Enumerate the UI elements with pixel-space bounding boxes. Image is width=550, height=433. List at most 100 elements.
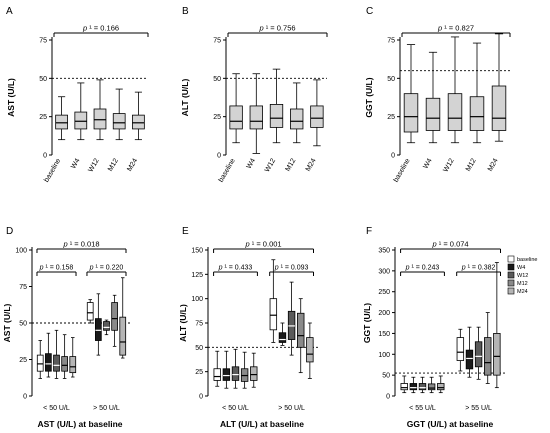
y-tick-label: 50 xyxy=(382,373,390,380)
box-w4-box xyxy=(278,332,287,343)
x-tick-label: W12 xyxy=(442,157,455,173)
x-tick-label: baseline xyxy=(393,157,412,183)
y-tick-label: 0 xyxy=(23,394,27,401)
box-m24-box xyxy=(437,383,445,391)
group-pvalue-bracket-label: p ¹ = 0.220 xyxy=(89,265,124,272)
box-m24-box xyxy=(119,316,127,356)
box-m24-box xyxy=(493,333,501,376)
box-m12-box xyxy=(112,113,126,130)
y-tick-label: 25 xyxy=(19,357,27,364)
y-tick-label: 0 xyxy=(391,153,395,160)
group-pvalue-bracket-label: p ¹ = 0.093 xyxy=(274,265,309,272)
box-m12-box xyxy=(427,383,436,391)
x-tick-label: W12 xyxy=(264,157,277,173)
box-w4-box xyxy=(95,318,102,341)
box-m24-box xyxy=(310,105,324,128)
box-w12-box xyxy=(53,354,60,372)
y-tick-label: 50 xyxy=(39,76,47,83)
box-baseline-box xyxy=(36,354,44,372)
box-baseline-box xyxy=(400,383,408,391)
box-m24-box xyxy=(306,337,314,363)
y-tick-label: 0 xyxy=(217,153,221,160)
box-baseline-box xyxy=(213,368,221,381)
legend-swatch xyxy=(507,271,515,279)
box-w12-box xyxy=(103,321,110,331)
pvalue-bracket-label: p ¹ = 0.827 xyxy=(437,24,474,33)
legend-label: M24 xyxy=(517,289,528,295)
y-tick-label: 25 xyxy=(39,114,47,121)
x-group-label: < 55 U/L xyxy=(409,405,436,412)
box-m12-box xyxy=(61,356,68,372)
box-baseline-box xyxy=(269,298,278,331)
panel-label: F xyxy=(366,226,372,237)
y-tick-label: 100 xyxy=(15,248,27,255)
box-w12-box xyxy=(269,104,284,128)
y-tick-label: 350 xyxy=(378,248,390,255)
panel-a: A 0 25 50 75 AST (U/L) baseline W4 W12 M12 M24 p ¹ … xyxy=(6,6,149,184)
box-w4-box xyxy=(249,105,263,130)
y-tick-label: 75 xyxy=(213,38,221,45)
box-w4-box xyxy=(425,97,441,131)
y-tick-label: 25 xyxy=(213,114,221,121)
y-axis-title: GGT (U/L) xyxy=(364,77,374,117)
x-group-label: > 50 U/L xyxy=(278,405,305,412)
box-m12-box xyxy=(290,108,304,130)
box-baseline-box xyxy=(229,105,243,130)
x-tick-label: M24 xyxy=(305,157,318,172)
y-tick-label: 0 xyxy=(199,394,203,401)
pvalue-bracket-label: p ¹ = 0.166 xyxy=(82,24,119,33)
legend-swatch xyxy=(507,255,515,263)
x-tick-label: baseline xyxy=(43,157,62,183)
legend-swatch xyxy=(507,287,515,295)
x-tick-label: W12 xyxy=(87,157,100,173)
y-tick-label: 25 xyxy=(387,114,395,121)
panel-label: D xyxy=(6,226,13,237)
x-axis-title: ALT (U/L) at baseline xyxy=(220,419,304,429)
box-baseline-box xyxy=(55,114,68,130)
legend: baseline W4 W12 M12 M24 xyxy=(507,255,538,295)
overall-pvalue-bracket-label: p ¹ = 0.018 xyxy=(62,240,99,249)
x-group-label: > 55 U/L xyxy=(465,405,492,412)
y-tick-label: 250 xyxy=(378,289,390,296)
y-tick-label: 150 xyxy=(191,248,203,255)
panel-label: B xyxy=(182,6,189,17)
panel-label: C xyxy=(366,6,373,17)
x-axis-title: AST (U/L) at baseline xyxy=(37,419,122,429)
box-m12-box xyxy=(469,96,485,131)
panel-label: A xyxy=(6,6,13,17)
y-tick-label: 50 xyxy=(387,76,395,83)
group-pvalue-bracket-label: p ¹ = 0.433 xyxy=(218,265,253,272)
legend-label: W4 xyxy=(517,265,525,271)
legend-swatch xyxy=(507,263,515,271)
overall-pvalue-bracket-label: p ¹ = 0.074 xyxy=(432,240,469,249)
panel-b: B 0 25 50 75 ALT (U/L) baseline W4 W12 M12 M24 p ¹ … xyxy=(180,6,328,184)
panel-c: C 0 25 50 75 GGT (U/L) baseline W4 W12 M12 M24 p ¹ … xyxy=(364,6,511,184)
x-tick-label: W4 xyxy=(422,157,433,170)
legend-label: W12 xyxy=(517,273,528,279)
x-tick-label: M12 xyxy=(107,157,120,172)
box-w12-box xyxy=(93,108,107,130)
box-m24-box xyxy=(132,114,145,130)
y-axis-title: ALT (U/L) xyxy=(178,304,188,342)
y-tick-label: 0 xyxy=(43,153,47,160)
y-axis-title: ALT (U/L) xyxy=(180,79,190,117)
box-baseline-box xyxy=(86,302,94,321)
y-tick-label: 75 xyxy=(387,38,395,45)
y-tick-label: 75 xyxy=(19,284,27,291)
box-w12-box xyxy=(231,366,240,381)
y-tick-label: 75 xyxy=(195,321,203,328)
pvalue-bracket-label: p ¹ = 0.756 xyxy=(258,24,295,33)
box-w4-box xyxy=(74,111,88,130)
x-group-label: > 50 U/L xyxy=(93,405,120,412)
box-w4-box xyxy=(222,368,231,381)
x-group-label: < 50 U/L xyxy=(43,405,70,412)
panel-label: E xyxy=(182,226,189,237)
box-baseline-box xyxy=(456,337,465,361)
box-m12-box xyxy=(111,302,118,331)
y-tick-label: 25 xyxy=(195,369,203,376)
x-axis-title: GGT (U/L) at baseline xyxy=(407,419,494,429)
panel-e: E 0 25 50 75 100 125 150 ALT (U/L) < 50 U/L p ¹ = … xyxy=(178,226,318,429)
x-tick-label: W4 xyxy=(246,157,257,170)
box-m12-box xyxy=(297,312,305,348)
